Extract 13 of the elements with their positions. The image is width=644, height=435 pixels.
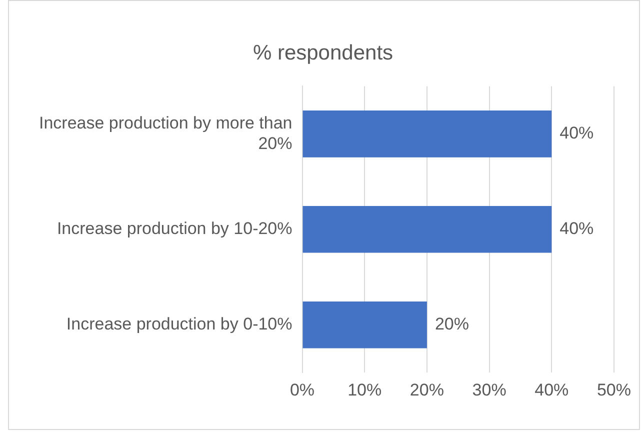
x-tick-label: 50%: [596, 380, 632, 400]
y-tick-label: Increase production by more than 20%: [38, 113, 292, 153]
x-tick-label: 20%: [410, 380, 444, 400]
y-tick-label: Increase production by 10-20%: [56, 219, 292, 238]
data-label: 20%: [434, 314, 469, 334]
chart-title: % respondents: [252, 41, 394, 64]
y-tick-label: Increase production by 0-10%: [66, 314, 292, 334]
data-label: 40%: [560, 124, 594, 143]
x-tick-label: 0%: [290, 380, 315, 400]
data-label: 40%: [560, 219, 594, 238]
x-tick-label: 40%: [534, 380, 569, 400]
x-tick-label: 10%: [348, 380, 382, 400]
x-tick-label: 30%: [472, 380, 506, 400]
